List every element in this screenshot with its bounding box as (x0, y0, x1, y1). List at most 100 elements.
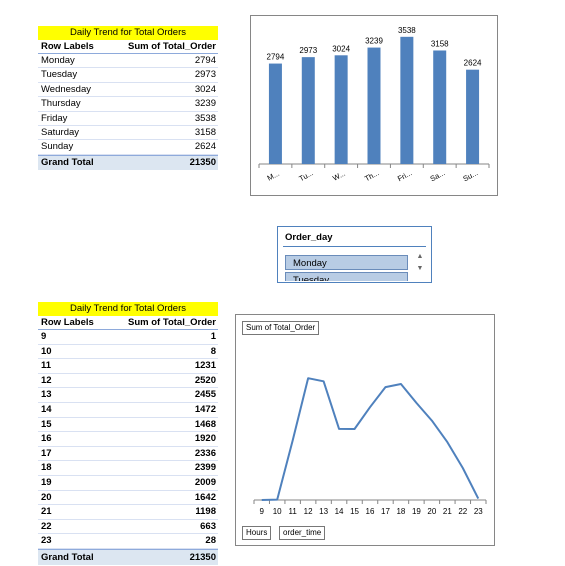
row-value: 2624 (194, 141, 216, 153)
row-label: 21 (41, 506, 52, 518)
grand-total-row: Grand Total 21350 (38, 548, 218, 565)
scroll-up-icon[interactable]: ▲ (416, 253, 424, 260)
row-label: 14 (41, 403, 52, 415)
x-tick-label: 22 (458, 507, 467, 516)
x-tick-label: 11 (289, 507, 298, 516)
pivot-table-hour: Daily Trend for Total Orders Row Labels … (38, 302, 218, 565)
pivot-row: 22 663 (38, 520, 218, 535)
slicer-items: Monday Tuesday (285, 251, 418, 281)
pivot-row: Tuesday 2973 (38, 68, 218, 83)
data-label: 3024 (332, 44, 350, 53)
order-day-slicer[interactable]: Order_day Monday Tuesday ▲ ▼ (277, 226, 432, 283)
row-label: 13 (41, 389, 52, 401)
row-value: 1920 (194, 433, 216, 445)
row-label: Sunday (41, 141, 74, 153)
row-labels-dropdown[interactable]: Row Labels (41, 317, 94, 328)
grand-total-value: 21350 (189, 156, 216, 168)
data-label: 3239 (365, 37, 383, 46)
row-value: 663 (200, 520, 216, 532)
row-value: 2009 (194, 476, 216, 488)
x-tick-label: 10 (273, 507, 282, 516)
pivot-rows: 9 1 10 8 11 1231 12 2520 13 2455 14 1472 15 1468 16 192… (38, 330, 218, 549)
pivot-row: 23 28 (38, 534, 218, 549)
row-value: 2520 (194, 374, 216, 386)
row-value: 28 (205, 535, 216, 547)
row-label: 12 (41, 374, 52, 386)
category-label: W... (331, 169, 347, 183)
slicer-title: Order_day (285, 232, 333, 243)
pivot-row: 19 2009 (38, 476, 218, 491)
grand-total-row: Grand Total 21350 (38, 154, 218, 170)
bar (301, 57, 315, 164)
row-value: 3538 (194, 112, 216, 124)
pivot-row: 14 1472 (38, 403, 218, 418)
row-label: 23 (41, 535, 52, 547)
pivot-table-day: Daily Trend for Total Orders Row Labels … (38, 26, 218, 170)
bar (433, 50, 447, 164)
slicer-divider (283, 246, 426, 247)
axis-field-button-order-time[interactable]: order_time (279, 526, 326, 540)
bar (334, 55, 348, 165)
pivot-row: 13 2455 (38, 388, 218, 403)
bar (400, 36, 414, 164)
row-label: Wednesday (41, 83, 91, 95)
category-label: Fri... (396, 168, 413, 183)
row-label: 20 (41, 491, 52, 503)
x-tick-label: 17 (381, 507, 390, 516)
row-label: 19 (41, 476, 52, 488)
row-value: 1472 (194, 403, 216, 415)
pivot-row: 17 2336 (38, 447, 218, 462)
pivot-row: Friday 3538 (38, 112, 218, 126)
row-label: 16 (41, 433, 52, 445)
value-field-button[interactable]: Sum of Total_Order (242, 321, 320, 335)
pivot-row: Saturday 3158 (38, 126, 218, 141)
series-line (261, 377, 480, 501)
axis-field-button-hours[interactable]: Hours (242, 526, 272, 540)
slicer-item-monday[interactable]: Monday (285, 255, 408, 270)
pivot-row: 16 1920 (38, 432, 218, 447)
scroll-down-icon[interactable]: ▼ (416, 265, 424, 272)
pivot-row: Thursday 3239 (38, 97, 218, 112)
row-value: 1642 (194, 491, 216, 503)
row-labels-dropdown[interactable]: Row Labels (41, 41, 94, 52)
pivot-row: 21 1198 (38, 505, 218, 520)
data-label: 3158 (431, 39, 449, 48)
day-bar-chart[interactable]: 2794 M... 2973 Tu... 3024 W... 3239 Th... 3538 Fr… (250, 15, 498, 196)
bar-chart-svg: 2794 M... 2973 Tu... 3024 W... 3239 Th... 3538 Fr… (258, 26, 490, 183)
pivot-row: 15 1468 (38, 418, 218, 433)
row-label: Tuesday (41, 69, 78, 81)
category-label: M... (266, 169, 281, 183)
grand-total-label: Grand Total (41, 551, 94, 563)
pivot-row: 18 2399 (38, 461, 218, 476)
bar (367, 47, 381, 164)
x-tick-label: 12 (304, 507, 313, 516)
category-label: Tu... (297, 168, 314, 183)
pivot-row: Monday 2794 (38, 54, 218, 69)
pivot-header: Row Labels Sum of Total_Order (38, 40, 218, 54)
bar (466, 69, 480, 164)
pivot-title: Daily Trend for Total Orders (38, 26, 218, 40)
row-label: 18 (41, 462, 52, 474)
category-label: Th... (363, 168, 380, 183)
grand-total-label: Grand Total (41, 156, 94, 168)
category-label: Su... (461, 168, 479, 183)
pivot-row: 12 2520 (38, 374, 218, 389)
row-value: 3239 (194, 98, 216, 110)
slicer-item-tuesday[interactable]: Tuesday (285, 272, 408, 281)
pivot-title: Daily Trend for Total Orders (38, 302, 218, 316)
hour-line-chart[interactable]: Sum of Total_Order 9 10 11 12 13 14 15 16 17 18 19… (235, 314, 495, 546)
data-label: 3538 (398, 26, 416, 35)
row-label: Monday (41, 55, 75, 66)
data-label: 2794 (267, 53, 285, 62)
x-tick-label: 21 (443, 507, 452, 516)
slicer-scrollbar[interactable]: ▲ ▼ (414, 251, 426, 279)
row-value: 1198 (195, 506, 216, 518)
row-value: 3024 (194, 83, 216, 95)
pivot-row: 20 1642 (38, 491, 218, 506)
x-tick-label: 19 (412, 507, 421, 516)
pivot-row: 11 1231 (38, 359, 218, 374)
row-value: 2973 (194, 69, 216, 81)
row-label: 11 (41, 360, 52, 372)
value-column-header: Sum of Total_Order (128, 317, 216, 328)
